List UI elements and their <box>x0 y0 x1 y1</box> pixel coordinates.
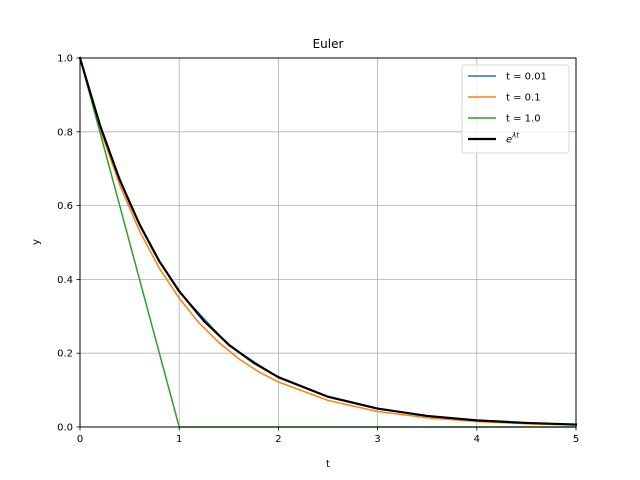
x-tick-label: 2 <box>275 434 281 445</box>
series-line-1 <box>79 57 577 426</box>
series-line-3 <box>78 56 578 426</box>
legend: t = 0.01 t = 0.1 t = 1.0 eλt <box>461 64 570 154</box>
x-tick-label: 4 <box>474 434 480 445</box>
x-axis-label: t <box>326 459 330 470</box>
y-tick-label: 1.0 <box>57 54 73 65</box>
legend-box <box>461 64 570 154</box>
legend-label-superscript: λt <box>511 132 519 140</box>
y-tick-label: 0.8 <box>57 127 73 138</box>
x-tick-label: 0 <box>77 434 83 445</box>
legend-label-base: e <box>506 135 512 146</box>
x-axis: 0 1 2 3 4 5 <box>77 427 579 445</box>
legend-label-0: t = 0.01 <box>506 72 547 83</box>
y-tick-label: 0.6 <box>57 201 73 212</box>
x-tick-label: 5 <box>573 434 579 445</box>
y-axis: 0.0 0.2 0.4 0.6 0.8 1.0 <box>57 54 80 434</box>
x-tick-label: 3 <box>374 434 380 445</box>
legend-label-3: eλt <box>506 132 519 146</box>
x-tick-label: 1 <box>176 434 182 445</box>
y-tick-label: 0.4 <box>57 275 73 286</box>
plot-frame <box>79 57 577 428</box>
y-axis-label: y <box>31 239 42 245</box>
y-tick-label: 0.2 <box>57 349 73 360</box>
legend-label-2: t = 1.0 <box>506 114 541 125</box>
y-tick-label: 0.0 <box>57 423 73 434</box>
chart-title: Euler <box>313 37 344 51</box>
legend-label-1: t = 0.1 <box>506 93 541 104</box>
